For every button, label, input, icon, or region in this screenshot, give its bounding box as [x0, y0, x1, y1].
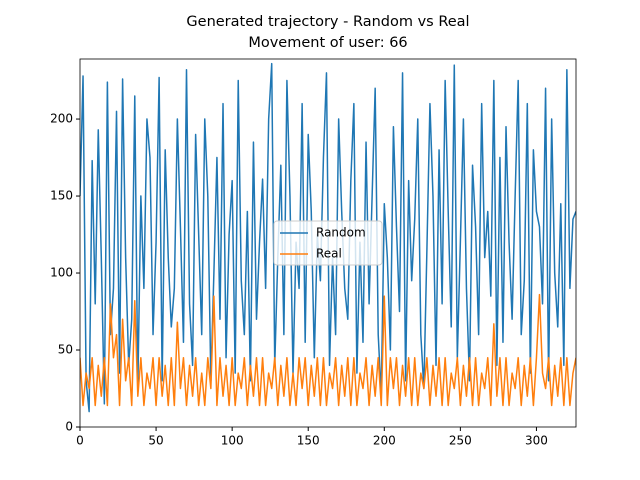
y-tick-label: 200 — [50, 112, 73, 126]
legend: Random Real — [273, 220, 383, 266]
y-tick-label: 50 — [58, 343, 73, 357]
y-tick-label: 100 — [50, 266, 73, 280]
chart-subtitle: Movement of user: 66 — [248, 35, 407, 51]
legend-label: Real — [316, 247, 342, 261]
x-tick-label: 100 — [221, 434, 244, 448]
y-tick-label: 0 — [65, 420, 73, 434]
x-tick-label: 300 — [525, 434, 548, 448]
x-tick-label: 0 — [76, 434, 84, 448]
axes-frame — [79, 58, 577, 428]
x-tick-label: 250 — [449, 434, 472, 448]
x-tick-label: 200 — [373, 434, 396, 448]
x-tick-label: 50 — [148, 434, 163, 448]
y-tick-label: 150 — [50, 189, 73, 203]
chart-title: Generated trajectory - Random vs Real — [186, 14, 469, 30]
legend-label: Random — [316, 226, 366, 240]
series-line — [80, 293, 576, 407]
x-tick-label: 150 — [297, 434, 320, 448]
series-line — [80, 62, 576, 413]
